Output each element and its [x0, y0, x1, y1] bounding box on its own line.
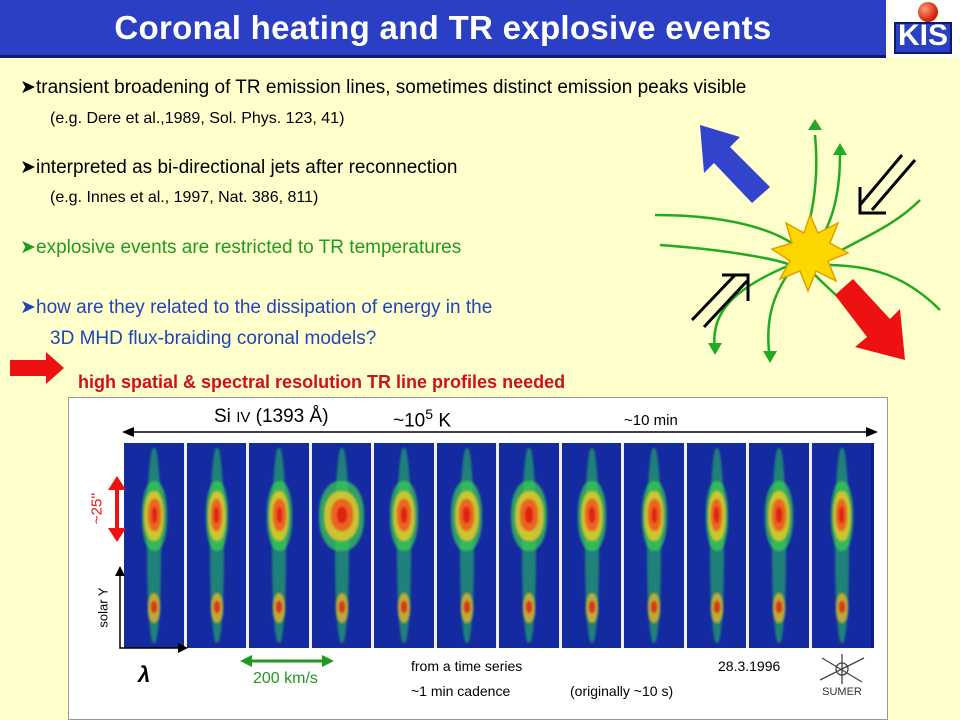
kis-logo: KIS — [888, 0, 960, 58]
source-line2: ~1 min cadence — [411, 683, 511, 699]
panel-divider — [371, 443, 374, 648]
conclusion-text: high spatial & spectral resolution TR li… — [78, 372, 566, 392]
bullet-broadening: ➤transient broadening of TR emission lin… — [20, 77, 747, 98]
date-label: 28.3.1996 — [718, 658, 781, 674]
slide-title: Coronal heating and TR explosive events — [114, 9, 772, 46]
sumer-logo-icon — [819, 654, 865, 684]
spatial-scale-label: ~25'' — [88, 492, 106, 525]
spectrum-panel — [499, 443, 559, 648]
spectrum-panel — [374, 443, 434, 648]
spectrum-panel — [811, 443, 871, 648]
ref-dere: (e.g. Dere et al.,1989, Sol. Phys. 123, … — [50, 110, 345, 127]
spatial-scale-arrow — [108, 476, 126, 542]
red-jet-arrow-icon — [835, 279, 905, 360]
bullet-tr-temperatures: ➤explosive events are restricted to TR t… — [20, 237, 462, 258]
panel-divider — [808, 443, 812, 648]
spectrum-panel — [436, 443, 496, 648]
spectrum-panel — [624, 443, 684, 648]
spectrum-panel — [249, 443, 309, 648]
title-bar: Coronal heating and TR explosive events — [0, 0, 886, 58]
line-label: Si IV (1393 Å) — [214, 406, 329, 427]
panel-divider — [558, 443, 562, 648]
panel-divider — [621, 443, 624, 648]
velocity-scale-arrow — [240, 655, 334, 667]
mhd-continuation: 3D MHD flux-braiding coronal models? — [50, 328, 377, 349]
spectrum-panel — [749, 443, 809, 648]
panel-divider — [683, 443, 687, 648]
explosion-star-icon — [770, 212, 850, 294]
spectrum-panel — [311, 443, 371, 648]
spectrum-panel — [686, 443, 746, 648]
time-span-arrow — [122, 427, 878, 437]
spectrum-panel — [186, 443, 246, 648]
bullet-arrow-icon: ➤ — [20, 77, 36, 98]
bullet-mhd-question: ➤how are they related to the dissipation… — [20, 297, 493, 318]
bullet-arrow-icon: ➤ — [20, 237, 36, 258]
spectrum-panel — [561, 443, 621, 648]
source-note: (originally ~10 s) — [570, 683, 674, 699]
panel-divider — [496, 443, 499, 648]
inflow-arrow-icon — [690, 273, 750, 329]
spectrum-panel — [124, 443, 184, 648]
field-line — [713, 263, 791, 351]
source-line1: from a time series — [411, 658, 523, 674]
field-line — [767, 264, 796, 361]
panel-divider — [433, 443, 437, 648]
bullet-arrow-icon: ➤ — [20, 297, 36, 318]
duration-label: ~10 min — [624, 412, 678, 429]
reconnection-diagram — [654, 119, 941, 363]
velocity-scale-label: 200 km/s — [253, 670, 318, 687]
blue-jet-arrow-icon — [700, 125, 770, 203]
red-arrow-icon — [10, 352, 64, 384]
field-line — [659, 243, 791, 267]
spectra-panels — [124, 443, 874, 648]
logo-text: KIS — [897, 19, 948, 52]
panel-divider — [746, 443, 749, 648]
y-axis-label: solar Y — [95, 587, 111, 628]
inflow-arrow-icon — [858, 154, 917, 215]
x-axis-label: λ — [138, 662, 151, 687]
field-line — [824, 263, 941, 311]
axes-icon — [115, 566, 188, 653]
bullet-arrow-icon: ➤ — [20, 157, 36, 178]
temperature-label: ~105 K — [393, 406, 451, 432]
panel-divider — [183, 443, 187, 648]
ref-innes: (e.g. Innes et al., 1997, Nat. 386, 811) — [50, 189, 319, 206]
panel-divider — [246, 443, 249, 648]
bullet-jets: ➤interpreted as bi-directional jets afte… — [20, 157, 458, 178]
logo-sun-icon — [918, 2, 938, 22]
panel-divider — [308, 443, 312, 648]
instrument-label: SUMER — [822, 686, 862, 698]
